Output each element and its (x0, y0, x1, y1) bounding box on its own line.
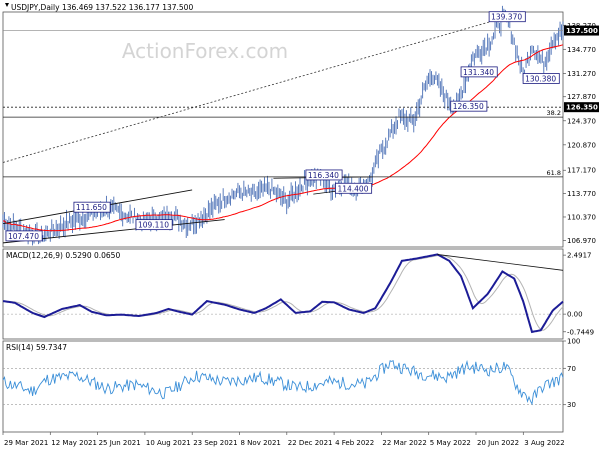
time-axis-tick-label: 23 Sep 2021 (193, 439, 237, 447)
price-axis-tick-label: 106.970 (567, 237, 596, 245)
price-axis-tick-label: 117.170 (567, 167, 596, 175)
macd-axis-tick-label: 0.00 (567, 311, 583, 319)
support-level-badge (564, 102, 599, 113)
time-axis-tick-label: 25 Jun 2021 (99, 439, 141, 447)
swing-annotation-label: 130.380 (525, 74, 556, 83)
swing-annotation-label: 116.340 (308, 171, 339, 180)
rsi-axis-tick-label: 100 (567, 338, 580, 346)
swing-annotation-box (73, 201, 111, 213)
time-axis-tick-label: 8 Nov 2021 (241, 439, 281, 447)
header-triangle-icon (5, 3, 9, 7)
swing-annotation-label: 109.110 (138, 221, 169, 230)
time-axis-tick-label: 3 Aug 2022 (524, 439, 564, 447)
trend-line-dotted (2, 17, 503, 163)
swing-annotation-label: 107.470 (8, 232, 39, 241)
header-ohlc: 136.469 137.522 136.177 137.500 (62, 3, 193, 12)
swing-annotation-box (135, 219, 173, 231)
price-axis-tick-label: 113.770 (567, 190, 596, 198)
swing-annotation-label: 111.650 (76, 203, 107, 212)
time-axis-tick-label: 22 Mar 2022 (382, 439, 426, 447)
time-axis-tick-label: 5 May 2022 (430, 439, 471, 447)
time-axis-tick-label: 29 Mar 2021 (4, 439, 48, 447)
price-panel-frame (2, 11, 564, 248)
current-price-badge (564, 25, 599, 36)
swing-annotation-label: 131.340 (463, 68, 494, 77)
swing-annotation-label: 114.400 (337, 184, 368, 193)
swing-annotation-box (450, 100, 488, 112)
time-axis-tick-label: 4 Feb 2022 (335, 439, 374, 447)
rsi-axis-tick-label: 70 (567, 365, 576, 373)
rsi-title: RSI(14) 59.7347 (6, 343, 67, 352)
swing-annotation-box (305, 169, 343, 181)
rsi-axis-tick-label: 30 (567, 401, 576, 409)
time-axis-tick-label: 22 Dec 2021 (288, 439, 333, 447)
macd-axis-tick-label: -0.7449 (567, 328, 594, 336)
swing-annotation-box (5, 230, 43, 242)
macd-panel-frame (2, 248, 564, 340)
price-axis-tick-label: 120.870 (567, 141, 596, 149)
time-axis-tick-label: 20 Jun 2022 (477, 439, 519, 447)
current-price-badge-label: 137.500 (566, 27, 598, 35)
watermark: ActionForex.com (122, 39, 288, 63)
macd-signal-line (2, 254, 564, 331)
price-axis-tick-label: 131.270 (567, 70, 596, 78)
macd-axis-tick-label: 2.4917 (567, 252, 592, 260)
time-axis-tick-label: 10 Aug 2021 (146, 439, 191, 447)
swing-annotation-box (488, 11, 526, 23)
support-level-badge-label: 126.350 (566, 104, 598, 112)
macd-line (2, 253, 564, 334)
macd-divergence-line (437, 254, 564, 271)
price-axis-tick-label: 110.370 (567, 213, 596, 221)
header-symbol: USDJPY,Daily (11, 3, 60, 12)
price-axis-tick-label: 134.770 (567, 46, 596, 54)
swing-annotation-label: 126.350 (453, 102, 484, 111)
rsi-panel-frame (2, 340, 564, 433)
swing-annotation-box (522, 73, 560, 84)
fib-level-label: 38.2 (547, 109, 561, 117)
fib-level-label: 61.8 (547, 169, 561, 177)
macd-title: MACD(12,26,9) 0.5290 0.0650 (6, 251, 120, 260)
price-axis-tick-label: 127.870 (567, 93, 596, 101)
swing-annotation-label: 139.370 (491, 13, 522, 22)
price-axis-tick-label: 124.370 (567, 117, 596, 125)
rsi-line (2, 359, 564, 406)
time-axis-tick-label: 12 May 2021 (51, 439, 97, 447)
swing-annotation-box (460, 66, 498, 78)
swing-annotation-box (335, 182, 373, 194)
